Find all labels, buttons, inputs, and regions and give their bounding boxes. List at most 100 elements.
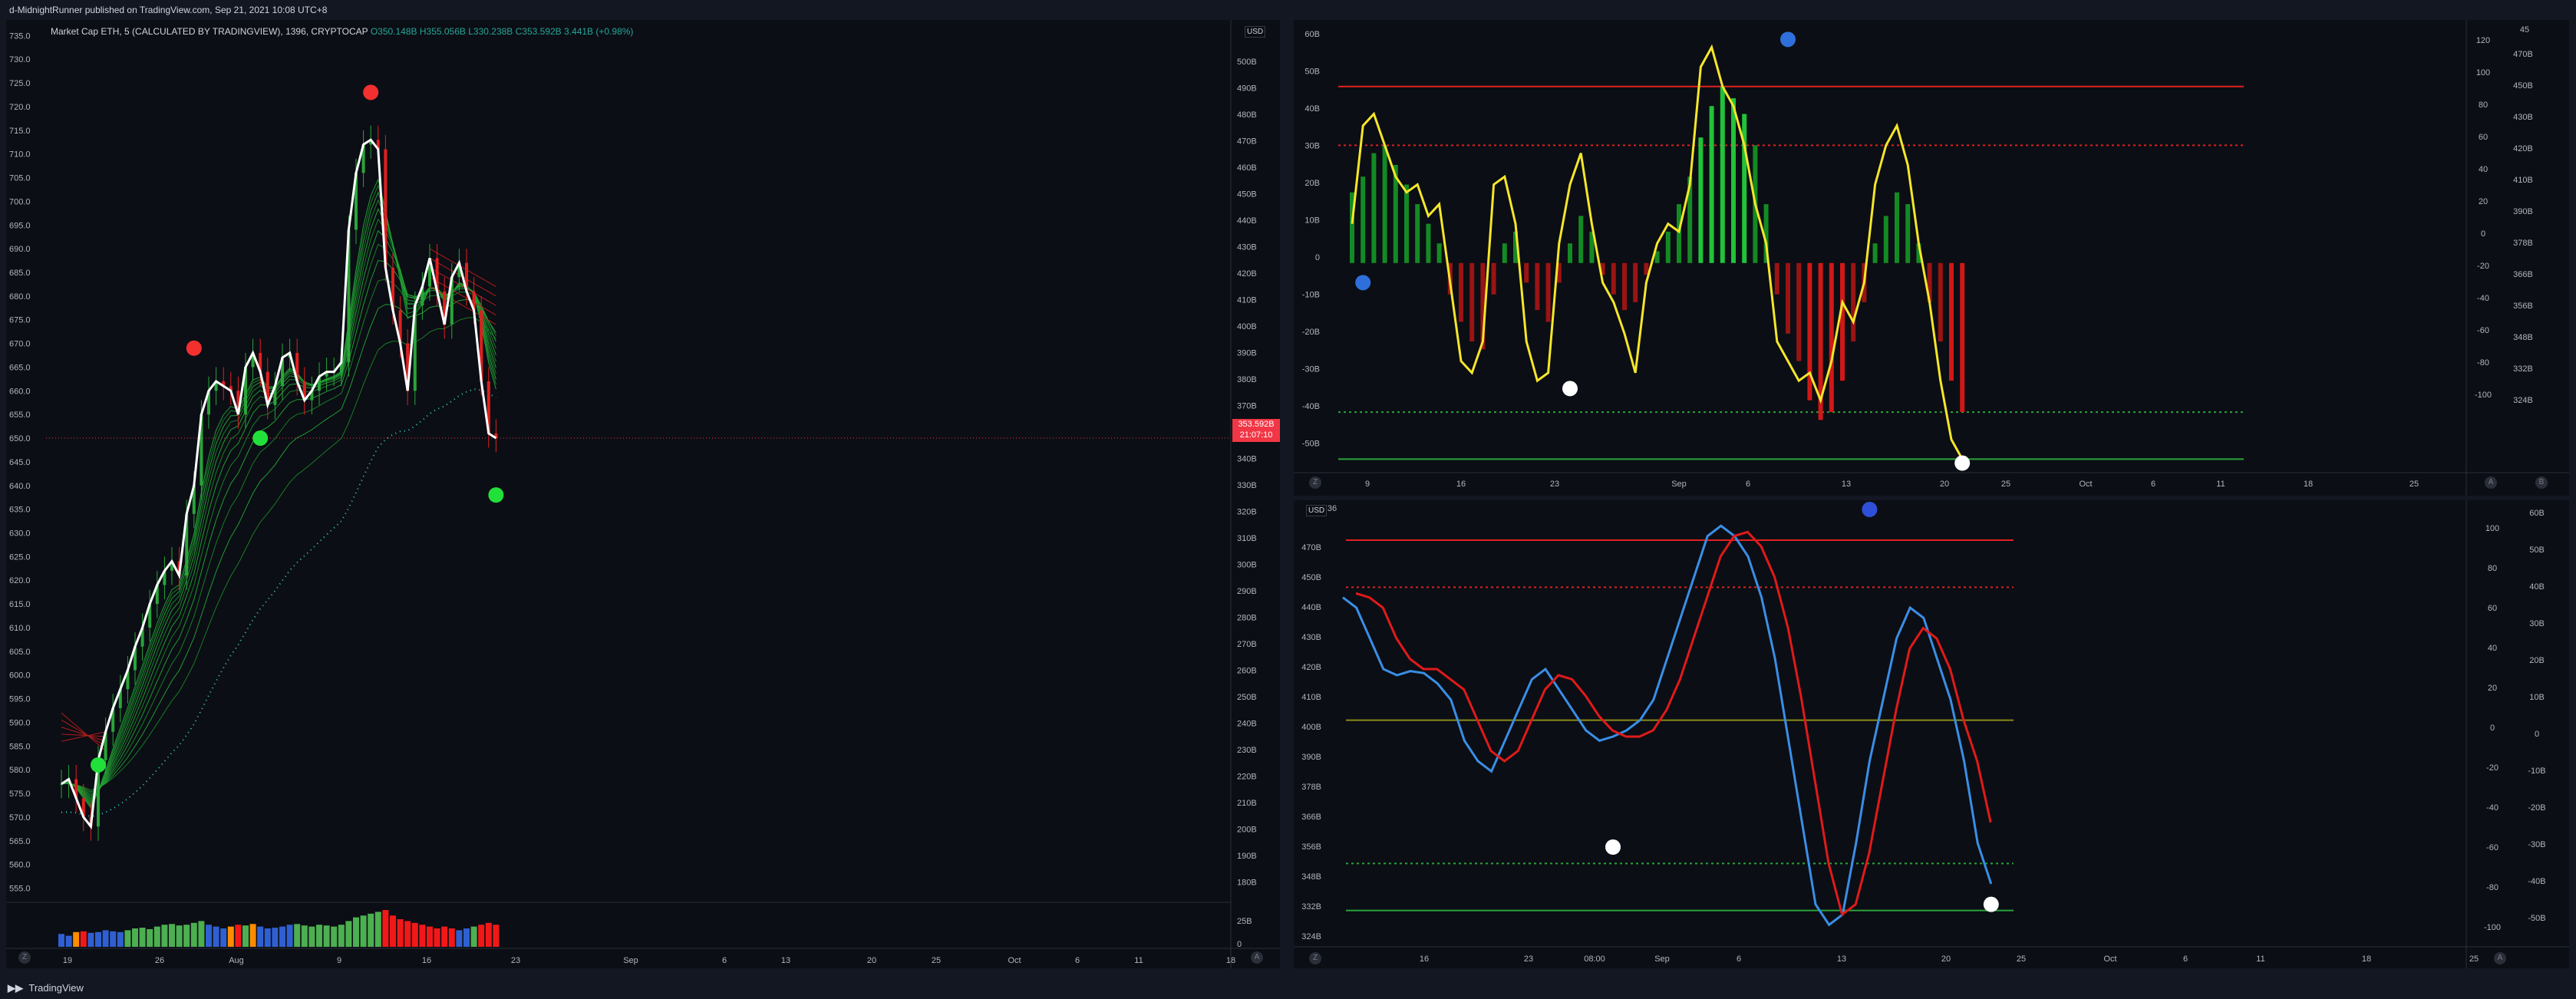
- wave-right-axis-tick-a: 60: [2488, 604, 2497, 613]
- osc-right-axis-tick-b: 348B: [2513, 333, 2533, 342]
- volume-bar: [257, 926, 264, 947]
- volume-bar: [441, 926, 448, 947]
- candle-body: [111, 707, 115, 732]
- osc-left-axis-tick: 30B: [1304, 142, 1320, 151]
- osc-histogram-bar: [1774, 262, 1779, 295]
- wave-left-axis-tick: 348B: [1301, 872, 1321, 882]
- volume-bar: [190, 922, 197, 947]
- osc-left-axis-tick: 10B: [1304, 216, 1320, 226]
- volume-bar: [220, 928, 227, 947]
- volume-bar: [368, 913, 374, 947]
- left-axis-tick: 720.0: [9, 103, 31, 112]
- wave-zoom-button[interactable]: Z: [1309, 952, 1321, 964]
- wave-pane[interactable]: 470B 450B 440B 430B 420B 410B 400B 390B 378B 366B…: [1294, 500, 2569, 968]
- wave-time-label: 6: [1737, 954, 1741, 964]
- wave-time-label: 25: [2017, 954, 2026, 964]
- candle-body: [185, 513, 189, 576]
- osc-time-label: 25: [2001, 480, 2010, 489]
- osc-zoom-button[interactable]: Z: [1309, 476, 1321, 489]
- osc-histogram-bar: [1393, 164, 1398, 263]
- wave-left-axis-tick: 410B: [1301, 693, 1321, 702]
- osc-histogram-bar: [1916, 243, 1921, 263]
- oscillator-svg[interactable]: 60B50B40B30B20B10B0-10B-20B-30B-40B-50B1…: [1294, 20, 2569, 496]
- right-axis-tick: 300B: [1237, 561, 1257, 570]
- osc-auto-button[interactable]: A: [2485, 476, 2497, 489]
- candle-body: [421, 286, 424, 306]
- auto-scale-button[interactable]: A: [1251, 951, 1263, 964]
- left-axis-tick: 555.0: [9, 884, 31, 893]
- wave-right-axis-tick-b: 0: [2535, 730, 2539, 739]
- candle-body: [236, 391, 240, 415]
- osc-time-label: 13: [1842, 480, 1851, 489]
- wave-right-axis-tick-a: 100: [2485, 524, 2499, 533]
- main-chart-svg[interactable]: 735.0 730.0 725.0 720.0 715.0 710.0 705.0 700.0…: [6, 20, 1280, 968]
- left-axis-tick: 635.0: [9, 506, 31, 515]
- right-axis-tick: 380B: [1237, 375, 1257, 384]
- left-axis-tick: 680.0: [9, 292, 31, 302]
- left-axis-tick: 565.0: [9, 837, 31, 846]
- osc-histogram-bar: [1644, 262, 1649, 275]
- wave-right-axis-tick-b: 20B: [2529, 656, 2545, 665]
- osc-histogram-bar: [1872, 243, 1878, 263]
- osc-histogram-bar: [1611, 262, 1616, 295]
- wave-currency-tag[interactable]: USD: [1306, 505, 1328, 516]
- time-axis-label: Oct: [1008, 956, 1021, 965]
- candle-body: [222, 381, 226, 387]
- left-axis-tick: 605.0: [9, 648, 31, 657]
- wave-right-axis-tick-b: -30B: [2528, 840, 2545, 849]
- candle-body: [155, 585, 159, 605]
- oscillator-pane[interactable]: 60B 50B 40B 30B 20B 10B 0 -10B -20B -30B -40B -50B 1…: [1294, 20, 2569, 496]
- osc-histogram-bar: [1677, 204, 1681, 263]
- right-axis-tick: 270B: [1237, 640, 1257, 649]
- main-legend: Market Cap ETH, 5 (CALCULATED BY TRADING…: [51, 26, 633, 37]
- zoom-reset-button[interactable]: Z: [18, 951, 31, 964]
- wave-left-axis-tick: 366B: [1301, 813, 1321, 822]
- candle-body: [310, 391, 314, 401]
- right-axis-tick: 310B: [1237, 534, 1257, 543]
- wave-left-axis-tick: 470B: [1301, 543, 1321, 552]
- wave-left-axis-tick: 430B: [1301, 633, 1321, 642]
- left-axis-tick: 610.0: [9, 624, 31, 633]
- wave-right-axis-tick-b: 30B: [2529, 619, 2545, 628]
- wave-right-axis-tick-a: -80: [2486, 883, 2498, 892]
- osc-histogram-bar: [1731, 98, 1736, 263]
- osc-right-axis-tick-b: 356B: [2513, 302, 2533, 311]
- wave-auto-button[interactable]: A: [2494, 952, 2506, 964]
- ema-ribbon-line: [61, 279, 496, 795]
- osc-histogram-bar: [1742, 114, 1747, 263]
- tradingview-logo-icon[interactable]: ▶▶: [8, 982, 23, 994]
- osc-histogram-bar: [1654, 251, 1660, 263]
- osc-left-axis-tick: -20B: [1302, 328, 1320, 337]
- osc-histogram-bar: [1578, 216, 1584, 263]
- candle-body: [384, 149, 388, 268]
- candle-body: [457, 262, 461, 278]
- main-chart-pane[interactable]: 735.0 730.0 725.0 720.0 715.0 710.0 705.0 700.0…: [6, 20, 1280, 968]
- osc-right-axis-tick-b: 430B: [2513, 113, 2533, 122]
- osc-histogram-bar: [1436, 243, 1442, 263]
- volume-bar: [73, 931, 80, 947]
- osc-histogram-bar: [1535, 262, 1540, 311]
- volume-bar: [390, 915, 396, 947]
- osc-right-axis-tick-b: 390B: [2513, 207, 2533, 216]
- time-axis-label: 26: [155, 956, 164, 965]
- osc-time-label: 6: [2151, 480, 2155, 489]
- brand-name[interactable]: TradingView: [28, 982, 84, 994]
- osc-histogram-bar: [1665, 231, 1671, 263]
- osc-right-axis-tick-a: -100: [2475, 391, 2492, 400]
- osc-histogram-bar: [1513, 231, 1518, 263]
- osc-histogram-bar: [1622, 262, 1627, 311]
- left-axis-tick: 640.0: [9, 482, 31, 491]
- volume-bar: [264, 928, 271, 947]
- signal-dot: [488, 487, 504, 503]
- osc-log-button[interactable]: B: [2535, 476, 2548, 489]
- wave-svg[interactable]: 470B 450B 440B 430B 420B 410B 400B 390B 378B 366B…: [1294, 500, 2569, 968]
- osc-histogram-bar: [1556, 262, 1562, 283]
- candle-body: [443, 291, 447, 325]
- left-axis-tick: 560.0: [9, 861, 31, 870]
- currency-tag[interactable]: USD: [1245, 26, 1266, 38]
- candle-body: [148, 604, 152, 628]
- osc-left-axis-tick: -10B: [1302, 291, 1320, 300]
- ema-ribbon-red-line: [61, 719, 106, 747]
- candle-body: [259, 352, 262, 372]
- osc-signal-dot: [1954, 455, 1971, 471]
